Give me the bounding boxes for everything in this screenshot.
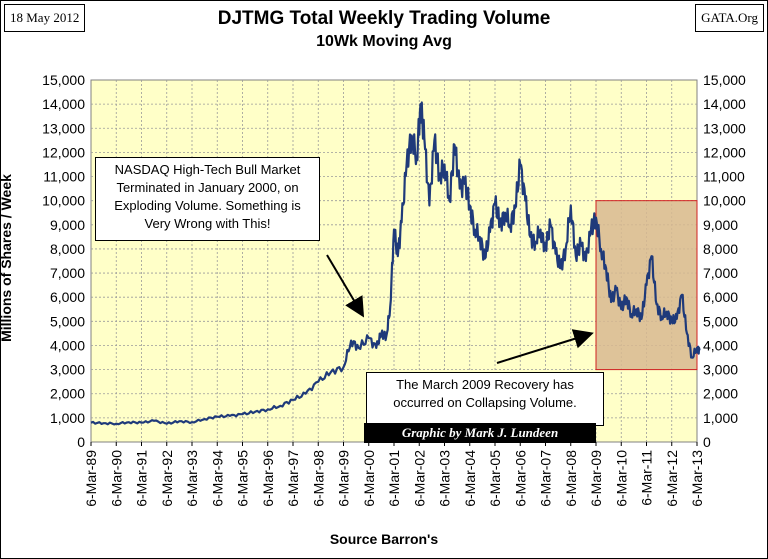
credit-label: Graphic by Mark J. Lundeen (364, 423, 596, 443)
y-tick-label-left: 0 (77, 434, 85, 450)
x-tick-label: 6-Mar-04 (462, 450, 478, 507)
x-tick-label: 6-Mar-94 (209, 450, 225, 507)
x-tick-label: 6-Mar-96 (260, 450, 276, 507)
y-tick-label-left: 8,000 (50, 241, 85, 257)
x-tick-label: 6-Mar-91 (134, 450, 150, 507)
y-tick-label-right: 12,000 (703, 144, 746, 160)
y-tick-label-right: 13,000 (703, 120, 746, 136)
y-tick-label-right: 0 (703, 434, 711, 450)
y-tick-label-left: 13,000 (42, 120, 85, 136)
recovery-annotation: The March 2009 Recovery has occurred on … (366, 372, 604, 426)
x-tick-label: 6-Mar-92 (159, 450, 175, 507)
y-tick-label-left: 14,000 (42, 96, 85, 112)
source-site-label: GATA.Org (695, 4, 764, 32)
y-tick-label-left: 4,000 (50, 337, 85, 353)
volume-series-line (90, 101, 701, 426)
y-tick-label-right: 5,000 (703, 313, 738, 329)
y-tick-label-left: 5,000 (50, 313, 85, 329)
x-tick-label: 6-Mar-11 (639, 450, 655, 506)
y-tick-label-right: 1,000 (703, 410, 738, 426)
x-tick-label: 6-Mar-13 (689, 450, 705, 507)
y-tick-label-left: 2,000 (50, 386, 85, 402)
x-tick-label: 6-Mar-03 (437, 450, 453, 507)
y-tick-label-left: 9,000 (50, 217, 85, 233)
date-label: 18 May 2012 (4, 4, 86, 32)
x-tick-label: 6-Mar-09 (588, 450, 604, 507)
x-tick-label: 6-Mar-00 (361, 450, 377, 507)
recovery-arrow (496, 329, 594, 364)
x-tick-label: 6-Mar-12 (664, 450, 680, 507)
x-tick-label: 6-Mar-08 (563, 450, 579, 507)
y-tick-label-right: 10,000 (703, 193, 746, 209)
x-tick-label: 6-Mar-06 (512, 450, 528, 507)
highlight-region (595, 200, 698, 371)
y-tick-label-left: 7,000 (50, 265, 85, 281)
x-tick-label: 6-Mar-89 (83, 450, 99, 507)
x-tick-label: 6-Mar-05 (487, 450, 503, 507)
y-tick-label-right: 15,000 (703, 72, 746, 88)
y-tick-label-right: 7,000 (703, 265, 738, 281)
y-tick-label-left: 10,000 (42, 193, 85, 209)
y-tick-label-left: 3,000 (50, 362, 85, 378)
y-tick-label-right: 14,000 (703, 96, 746, 112)
x-tick-label: 6-Mar-10 (613, 450, 629, 507)
y-tick-label-right: 11,000 (703, 169, 745, 185)
y-tick-label-left: 15,000 (42, 72, 85, 88)
x-tick-label: 6-Mar-95 (235, 450, 251, 507)
x-axis-label: Source Barron's (329, 531, 439, 547)
y-tick-label-right: 8,000 (703, 241, 738, 257)
nasdaq-annotation: NASDAQ High-Tech Bull Market Terminated … (95, 157, 320, 241)
x-tick-label: 6-Mar-01 (386, 450, 402, 507)
nasdaq-arrow (326, 254, 365, 318)
x-tick-label: 6-Mar-99 (336, 450, 352, 507)
y-tick-label-right: 9,000 (703, 217, 738, 233)
y-tick-label-left: 11,000 (43, 169, 85, 185)
y-tick-label-right: 4,000 (703, 337, 738, 353)
y-tick-label-left: 1,000 (50, 410, 85, 426)
x-tick-label: 6-Mar-07 (538, 450, 554, 507)
x-tick-label: 6-Mar-98 (310, 450, 326, 507)
x-tick-label: 6-Mar-93 (184, 450, 200, 507)
x-tick-label: 6-Mar-90 (108, 450, 124, 507)
chart-title: DJTMG Total Weekly Trading Volume (217, 8, 551, 29)
y-tick-label-right: 2,000 (703, 386, 738, 402)
y-tick-label-left: 12,000 (42, 144, 85, 160)
y-tick-label-right: 3,000 (703, 362, 738, 378)
chart-subtitle: 10Wk Moving Avg (316, 33, 452, 50)
x-tick-label: 6-Mar-97 (285, 450, 301, 507)
y-tick-label-left: 6,000 (50, 289, 85, 305)
x-tick-label: 6-Mar-02 (411, 450, 427, 507)
y-tick-label-right: 6,000 (703, 289, 738, 305)
y-axis-label: Millions of Shares / Week (0, 174, 14, 342)
